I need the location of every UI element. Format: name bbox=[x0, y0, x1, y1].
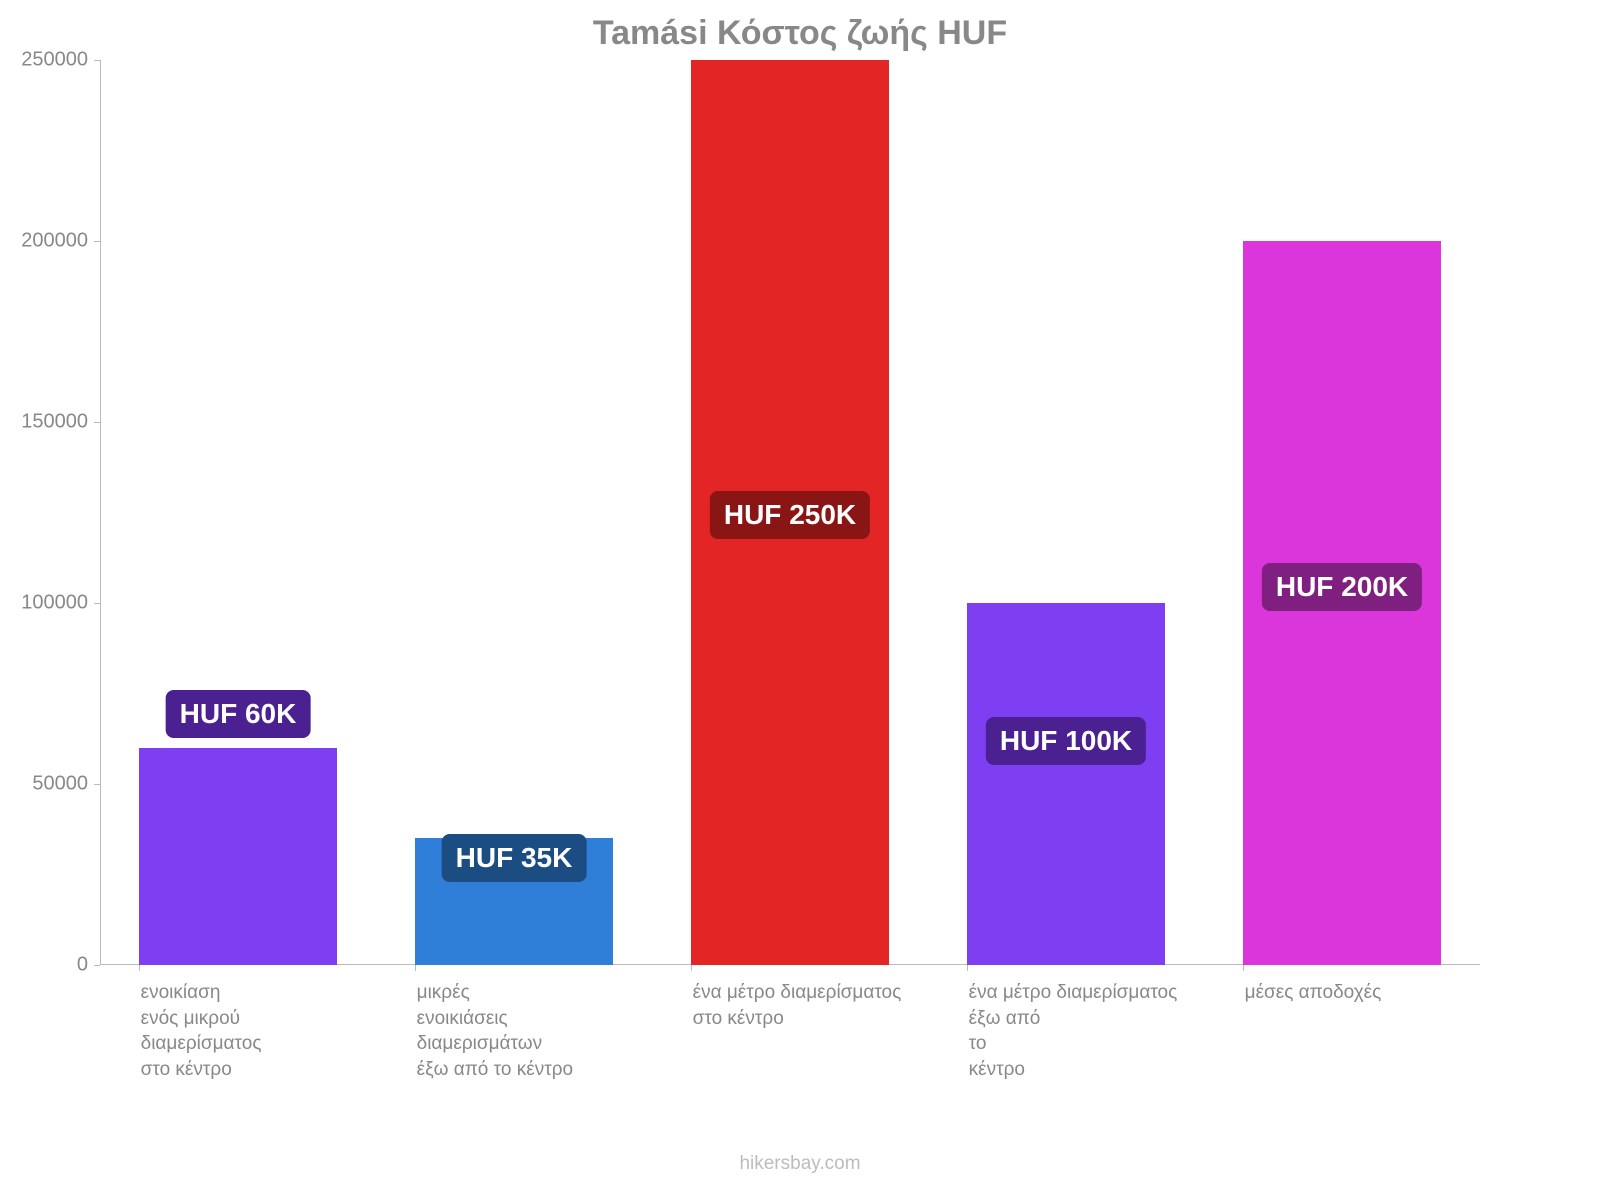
y-tick-label: 50000 bbox=[32, 773, 88, 796]
y-tick-label: 150000 bbox=[21, 411, 88, 434]
bar bbox=[967, 603, 1166, 965]
x-axis-label: ενοικίασηενός μικρούδιαμερίσματοςστο κέν… bbox=[141, 980, 262, 1083]
x-axis-label: ένα μέτρο διαμερίσματοςέξω απότοκέντρο bbox=[969, 980, 1178, 1083]
bar bbox=[139, 748, 338, 965]
chart-stage: Tamási Κόστος ζωής HUF 05000010000015000… bbox=[0, 0, 1600, 1200]
y-tick-label: 0 bbox=[77, 954, 88, 977]
x-axis-label: μέσες αποδοχές bbox=[1245, 980, 1382, 1006]
source-label: hikersbay.com bbox=[0, 1153, 1600, 1175]
x-axis-label: ένα μέτρο διαμερίσματοςστο κέντρο bbox=[693, 980, 902, 1031]
bar-value-badge: HUF 250K bbox=[710, 491, 870, 539]
y-tick-label: 200000 bbox=[21, 230, 88, 253]
x-tick bbox=[139, 965, 140, 971]
x-tick bbox=[691, 965, 692, 971]
plot-area: 050000100000150000200000250000 HUF 60KHU… bbox=[100, 60, 1480, 965]
bar-value-badge: HUF 200K bbox=[1262, 563, 1422, 611]
y-tick bbox=[94, 965, 100, 966]
bar-value-badge: HUF 100K bbox=[986, 717, 1146, 765]
bar-value-badge: HUF 35K bbox=[442, 834, 587, 882]
x-axis-label: μικρέςενοικιάσειςδιαμερισμάτωνέξω από το… bbox=[417, 980, 573, 1083]
x-tick bbox=[1243, 965, 1244, 971]
chart-title: Tamási Κόστος ζωής HUF bbox=[0, 14, 1600, 53]
y-tick-label: 250000 bbox=[21, 49, 88, 72]
x-tick bbox=[415, 965, 416, 971]
y-tick-label: 100000 bbox=[21, 592, 88, 615]
bar-value-badge: HUF 60K bbox=[166, 690, 311, 738]
x-tick bbox=[967, 965, 968, 971]
bars-container: HUF 60K HUF 35K HUF 250K HUF 100K HUF 200K bbox=[100, 60, 1480, 965]
